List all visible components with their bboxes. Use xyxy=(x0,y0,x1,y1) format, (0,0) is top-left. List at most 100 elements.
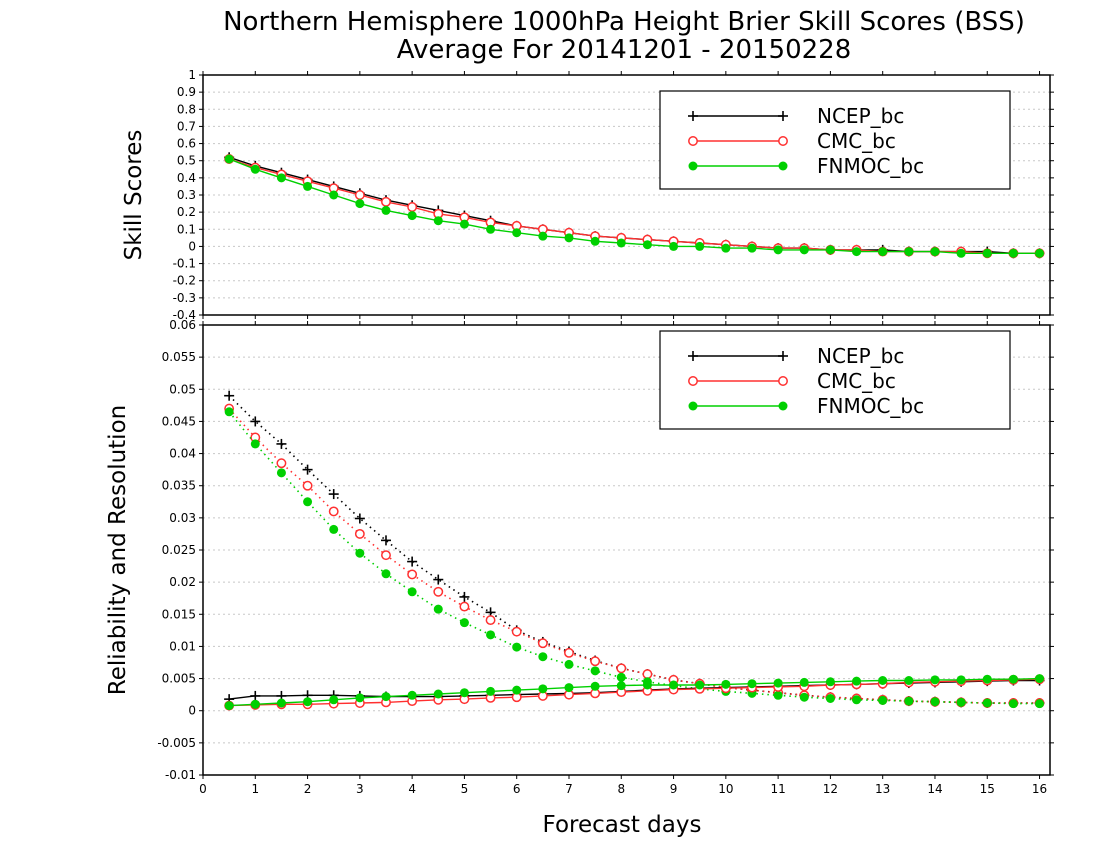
data-point-fnmoc_bc xyxy=(250,699,260,709)
data-point-fnmoc_bc xyxy=(433,689,443,699)
y-tick-label: 0.05 xyxy=(169,382,196,396)
legend-label: FNMOC_bc xyxy=(817,154,924,178)
legend-marker xyxy=(778,136,788,146)
data-point-fnmoc_bc xyxy=(433,216,443,226)
data-point-fnmoc_bc xyxy=(407,587,417,597)
data-point-fnmoc_bc xyxy=(904,676,914,685)
data-point-cmc_bc xyxy=(381,550,391,561)
data-point-fnmoc_bc xyxy=(904,696,914,706)
data-point-fnmoc_bc xyxy=(773,245,783,255)
plot-frame xyxy=(202,324,1051,776)
data-point-fnmoc_bc xyxy=(956,675,966,685)
data-point-fnmoc_bc xyxy=(407,211,417,221)
y-tick-label: 0 xyxy=(188,239,196,253)
y-tick-label: 0.01 xyxy=(169,639,196,653)
data-point-fnmoc_bc xyxy=(459,618,469,628)
data-point-fnmoc_bc xyxy=(852,247,862,257)
data-point-fnmoc_bc xyxy=(590,681,600,691)
data-point-fnmoc_bc xyxy=(616,681,626,691)
data-point-fnmoc_bc xyxy=(276,698,286,708)
data-point-fnmoc_bc xyxy=(852,695,862,705)
data-point-fnmoc_bc xyxy=(1035,674,1045,684)
data-point-ncep_bc xyxy=(354,513,365,524)
data-point-fnmoc_bc xyxy=(825,694,835,703)
y-tick-label: -0.3 xyxy=(173,291,196,305)
y-tick-label: 1 xyxy=(188,68,196,82)
data-point-ncep_bc xyxy=(328,489,339,500)
data-point-fnmoc_bc xyxy=(459,688,469,698)
data-point-fnmoc_bc xyxy=(590,236,600,246)
data-point-fnmoc_bc xyxy=(930,675,940,685)
data-point-fnmoc_bc xyxy=(956,248,966,258)
legend-box xyxy=(659,330,1011,430)
data-point-ncep_bc xyxy=(250,416,261,427)
data-point-fnmoc_bc xyxy=(982,698,992,708)
data-point-fnmoc_bc xyxy=(773,690,783,700)
data-point-fnmoc_bc xyxy=(616,238,626,248)
data-point-fnmoc_bc xyxy=(1008,674,1018,684)
data-point-fnmoc_bc xyxy=(355,199,365,209)
data-point-fnmoc_bc xyxy=(564,683,574,693)
legend-marker xyxy=(688,401,698,411)
data-point-fnmoc_bc xyxy=(538,231,548,241)
series-line-fnmoc_bc-resolution xyxy=(228,411,1040,705)
data-point-fnmoc_bc xyxy=(616,672,626,682)
y-tick-label: 0.02 xyxy=(169,575,196,589)
data-point-fnmoc_bc xyxy=(512,642,522,652)
y-tick-label: 0.7 xyxy=(177,119,196,133)
data-point-fnmoc_bc xyxy=(564,659,574,669)
data-point-fnmoc_bc xyxy=(878,695,888,705)
chart-title-line1: Northern Hemisphere 1000hPa Height Brier… xyxy=(223,7,1025,37)
series-line-ncep_bc-reliability xyxy=(229,679,1040,700)
data-point-cmc_bc xyxy=(485,615,496,626)
data-point-fnmoc_bc xyxy=(825,677,835,687)
legend-label: CMC_bc xyxy=(817,129,896,153)
data-point-cmc_bc xyxy=(616,663,627,674)
data-point-fnmoc_bc xyxy=(956,697,966,707)
data-point-fnmoc_bc xyxy=(538,684,548,694)
top-y-axis-label: Skill Scores xyxy=(121,130,147,261)
data-point-fnmoc_bc xyxy=(486,686,496,696)
data-point-fnmoc_bc xyxy=(799,692,809,702)
data-point-fnmoc_bc xyxy=(303,181,313,191)
data-point-cmc_bc xyxy=(328,506,339,517)
data-point-cmc_bc xyxy=(459,601,470,612)
data-point-fnmoc_bc xyxy=(669,241,679,251)
x-tick-label: 8 xyxy=(617,782,625,796)
legend-label: NCEP_bc xyxy=(817,104,904,128)
y-tick-label: 0.9 xyxy=(177,85,196,99)
x-tick-label: 13 xyxy=(875,782,890,796)
data-point-fnmoc_bc xyxy=(1008,699,1018,709)
data-point-fnmoc_bc xyxy=(1008,248,1018,258)
plot-frame xyxy=(202,74,1051,316)
x-tick-label: 16 xyxy=(1032,782,1047,796)
y-tick-label: 0.8 xyxy=(177,102,196,116)
data-point-fnmoc_bc xyxy=(564,233,574,243)
data-point-cmc_bc xyxy=(433,586,444,597)
legend-marker xyxy=(688,376,698,386)
data-point-fnmoc_bc xyxy=(825,245,835,255)
data-point-ncep_bc xyxy=(459,591,470,602)
data-point-fnmoc_bc xyxy=(486,224,496,234)
legend-label: FNMOC_bc xyxy=(817,394,924,418)
y-tick-label: 0.025 xyxy=(162,543,196,557)
data-point-fnmoc_bc xyxy=(878,676,888,685)
data-point-fnmoc_bc xyxy=(224,701,234,711)
y-tick-label: 0.5 xyxy=(177,154,196,168)
data-point-cmc_bc xyxy=(302,480,313,491)
legend-marker xyxy=(778,111,788,121)
data-point-fnmoc_bc xyxy=(276,468,286,478)
data-point-fnmoc_bc xyxy=(642,680,652,690)
y-tick-label: -0.1 xyxy=(173,257,196,271)
data-point-fnmoc_bc xyxy=(669,680,679,690)
data-point-ncep_bc xyxy=(250,690,261,701)
y-tick-label: 0.4 xyxy=(177,171,196,185)
y-tick-label: 0.005 xyxy=(162,672,196,686)
data-point-fnmoc_bc xyxy=(642,240,652,250)
x-tick-label: 1 xyxy=(251,782,259,796)
y-tick-label: 0.2 xyxy=(177,205,196,219)
legend-box xyxy=(659,90,1011,190)
